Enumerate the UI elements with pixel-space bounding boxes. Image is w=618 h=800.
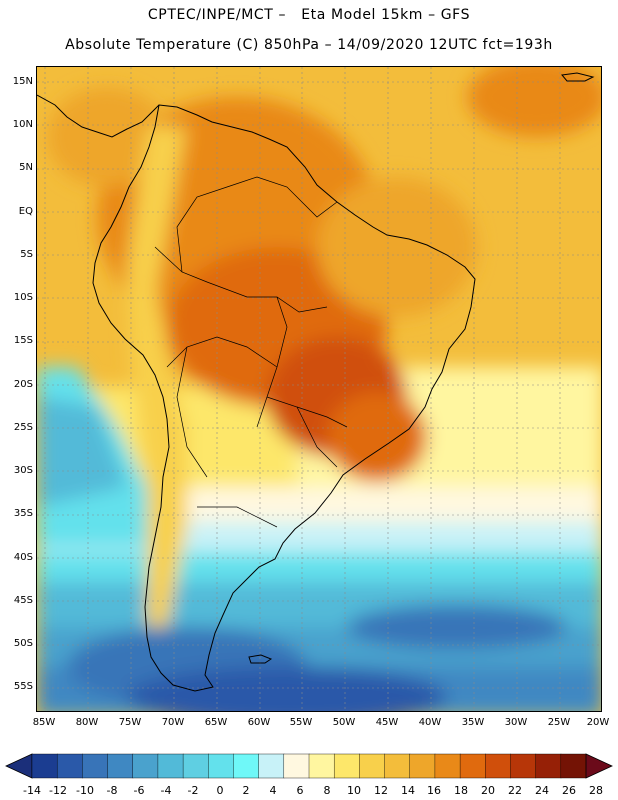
temperature-field [37,67,601,711]
map-title-line-2: Absolute Temperature (C) 850hPa – 14/09/… [65,37,553,53]
colorbar-tick-label: -8 [106,784,118,797]
colorbar-tick-label: 20 [481,784,495,797]
lat-label: 20S [13,379,33,390]
colorbar-cell [107,753,134,779]
colorbar-cell [233,753,260,779]
lat-label: 40S [13,552,33,563]
colorbar-cell [56,753,83,779]
colorbar-tick-label: -4 [160,784,172,797]
lat-label: 10N [12,119,33,130]
colorbar-cell [283,753,310,779]
colorbar-cell [208,753,234,779]
lat-label: 10S [13,292,33,303]
colorbar-tick-label: 6 [296,784,304,797]
colorbar-under-arrow [5,753,33,779]
map-title-line-1: CPTEC/INPE/MCT – Eta Model 15km – GFS [147,7,471,23]
lon-label: 80W [75,717,99,728]
lat-label: 5S [20,249,33,260]
colorbar-tick-label: 28 [589,784,603,797]
lon-label: 40W [418,717,442,728]
lat-label: 25S [13,422,33,433]
colorbar-cell [510,753,537,779]
colorbar-tick-label: -6 [133,784,145,797]
lon-label: 50W [332,717,356,728]
colorbar-tick-label: 4 [269,784,277,797]
lon-label: 55W [289,717,313,728]
lon-label: 65W [204,717,228,728]
colorbar-cell [485,753,511,779]
lat-label: EQ [18,206,33,217]
lon-label: 20W [586,717,610,728]
colorbar-tick-label: 12 [374,784,388,797]
lon-label: 30W [504,717,528,728]
lon-label: 85W [32,717,56,728]
colorbar-tick-label: 22 [508,784,522,797]
lat-label: 35S [13,508,33,519]
colorbar-tick-label: -12 [49,784,67,797]
colorbar-tick-label: -14 [23,784,41,797]
falklands-coast [248,654,273,664]
graticule [37,67,601,711]
colorbar-tick-label: 24 [535,784,549,797]
colorbar-cell [157,753,184,779]
colorbar-cell [384,753,411,779]
lat-label: 45S [13,595,33,606]
colorbar-tick-label: -2 [187,784,199,797]
colorbar-tick-label: 14 [401,784,415,797]
lat-label: 30S [13,465,33,476]
colorbar-cell [409,753,436,779]
lat-label: 50S [13,638,33,649]
colorbar-tick-label: 2 [242,784,250,797]
coastlines [37,72,595,692]
colorbar-cell [182,753,209,779]
colorbar-cell [258,753,285,779]
colorbar-cell [333,753,360,779]
temperature-map [36,66,602,712]
colorbar-cell [82,753,109,779]
colorbar-tick-label: 18 [454,784,468,797]
colorbar-cells [31,753,587,779]
colorbar-tick-label: 8 [323,784,331,797]
lon-label: 70W [161,717,185,728]
colorbar-cell [535,753,562,779]
colorbar-tick-label: -10 [76,784,94,797]
colorbar-tick-label: 10 [347,784,361,797]
colorbar-cell [31,753,58,779]
lon-label: 60W [247,717,271,728]
colorbar-tick-label: 26 [562,784,576,797]
lat-label: 5N [19,162,33,173]
lon-label: 75W [118,717,142,728]
lon-label: 25W [547,717,571,728]
colorbar-tick-label: 0 [216,784,224,797]
lat-label: 15N [12,76,33,87]
colorbar-cell [434,753,461,779]
colorbar-cell [459,753,486,779]
colorbar-cell [132,753,159,779]
country-borders [154,176,348,528]
colorbar-tick-label: 16 [427,784,441,797]
lat-label: 15S [13,335,33,346]
colorbar-cell [359,753,386,779]
lat-label: 55S [13,681,33,692]
colorbar-cell [560,753,587,779]
lon-label: 35W [461,717,485,728]
lon-label: 45W [375,717,399,728]
caribbean-island-coast [561,72,595,82]
colorbar-over-arrow [585,753,613,779]
south-america-coast [92,104,476,692]
colorbar-cell [308,753,335,779]
colorbar [5,753,613,779]
central-america-coast [37,94,160,138]
